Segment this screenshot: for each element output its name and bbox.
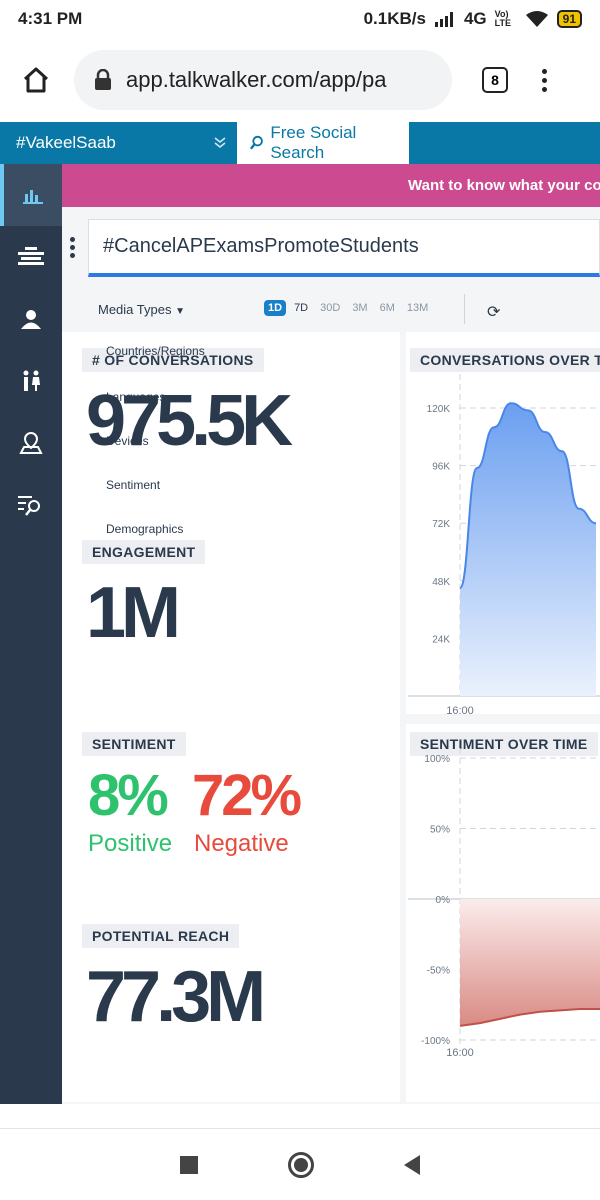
range-6m[interactable]: 6M (379, 302, 395, 314)
range-13m[interactable]: 13M (406, 302, 429, 314)
sentiment-chart: 100% 50% 0% -50% -100%16:00 (408, 748, 600, 1059)
filter-row: Media Types ▼ 1D 7D 30D 3M 6M 13M ⟳ (62, 292, 600, 328)
sent-line (459, 1007, 600, 1027)
free-search-label: Free Social Search (270, 123, 357, 162)
back-button[interactable] (404, 1154, 420, 1175)
project-name: #VakeelSaab (16, 133, 116, 152)
reach-value: 77.3M (86, 957, 266, 1037)
menu-item-sentiment[interactable]: Sentiment (106, 478, 161, 492)
volte-badge: Vo) LTE (494, 9, 511, 28)
conv-x-tick-label: 16:00 (446, 705, 474, 714)
menu-item-devices[interactable]: Devices (106, 434, 149, 448)
time-range-selector: 1D 7D 30D 3M 6M 13M (264, 300, 432, 316)
sentiment-chart-panel: SENTIMENT OVER TIME 100% 50% 0% -50% -100% 16… (406, 724, 600, 1102)
sent-y-tick-label: -50% (427, 966, 450, 977)
battery-icon: 91 (556, 10, 582, 28)
media-types-label: Media Types (98, 302, 172, 317)
demographics-icon (23, 370, 40, 391)
query-options-icon[interactable] (70, 237, 75, 258)
home-icon (23, 67, 49, 93)
sidebar-item-stream[interactable] (0, 226, 62, 288)
conversations-chart-title: CONVERSATIONS OVER TI (410, 348, 600, 372)
system-nav-bar (0, 1128, 600, 1200)
sidebar-item-analytics[interactable] (0, 164, 62, 226)
status-time: 4:31 PM (18, 9, 83, 28)
double-chevron-down-icon (214, 137, 226, 149)
network-speed: 0.1KB/s (363, 9, 426, 28)
sent-x-tick-label: 16:00 (446, 1047, 474, 1059)
wifi-icon (525, 11, 548, 27)
refresh-icon[interactable]: ⟳ (487, 304, 501, 321)
media-types-dropdown[interactable]: Media Types ▼ (98, 302, 185, 317)
conv-y-tick-label: 120K (427, 404, 451, 415)
bar-chart-icon (23, 190, 43, 204)
range-1d[interactable]: 1D (264, 300, 287, 316)
more-vert-icon[interactable] (542, 68, 547, 92)
sent-area (460, 899, 600, 1026)
range-3m[interactable]: 3M (352, 302, 368, 314)
sent-y-tick-label: -100% (421, 1036, 450, 1047)
tab-switcher-button[interactable]: 8 (482, 67, 508, 93)
menu-item-languages[interactable]: Languages (106, 390, 166, 404)
browser-toolbar: app.talkwalker.com/app/pa 8 (0, 38, 600, 122)
sidebar-item-demographics[interactable] (0, 350, 62, 412)
menu-item-countries[interactable]: Countries/Regions (106, 344, 205, 358)
status-bar: 4:31 PM 0.1KB/s 4G Vo) LTE 91 (0, 0, 600, 38)
conv-y-tick-label: 96K (432, 462, 450, 473)
range-30d[interactable]: 30D (320, 302, 341, 314)
conv-y-tick-label: 48K (432, 577, 450, 588)
stream-icon (18, 247, 44, 265)
location-icon (19, 431, 43, 454)
home-nav-button[interactable] (288, 1151, 314, 1178)
network-type: 4G (463, 9, 487, 28)
menu-item-demographics[interactable]: Demographics (106, 522, 184, 536)
recents-button[interactable] (180, 1155, 198, 1174)
reach-label: POTENTIAL REACH (82, 924, 240, 948)
caret-down-icon: ▼ (175, 306, 185, 317)
negative-value: 72% (192, 763, 302, 828)
signal-icon (434, 12, 453, 27)
sentiment-chart-title: SENTIMENT OVER TIME (410, 732, 598, 756)
positive-value: 8% (88, 763, 169, 828)
influencer-icon (21, 310, 41, 329)
free-social-search-tab[interactable]: Free Social Search (237, 122, 409, 164)
sidebar (0, 164, 62, 1104)
search-list-icon (18, 496, 40, 516)
conversations-chart-panel: CONVERSATIONS OVER TI 120K 96K 72K 48K 24K 16… (406, 332, 600, 714)
range-7d[interactable]: 7D (294, 302, 309, 314)
conv-y-tick-label: 24K (432, 634, 450, 645)
lock-icon (95, 69, 111, 90)
metrics-panel: # OF CONVERSATIONS 975.5K ENGAGEMENT 1M … (62, 332, 400, 1102)
conversations-chart: 120K 96K 72K 48K 24K 16:00 (408, 374, 600, 714)
query-row: #CancelAPExamsPromoteStudents (62, 207, 600, 287)
search-icon (249, 135, 263, 150)
sent-y-tick-label: 0% (436, 895, 451, 906)
positive-label: Positive (88, 830, 173, 857)
main-content: Want to know what your com #CancelAPExam… (62, 164, 600, 1104)
conv-line (459, 402, 597, 589)
sent-y-tick-label: 50% (430, 825, 450, 836)
conv-y-tick-label: 72K (432, 519, 450, 530)
engagement-value: 1M (86, 573, 181, 653)
query-input[interactable]: #CancelAPExamsPromoteStudents (88, 219, 600, 277)
address-bar[interactable]: app.talkwalker.com/app/pa (74, 50, 452, 110)
engagement-label: ENGAGEMENT (82, 540, 206, 564)
negative-label: Negative (194, 830, 289, 857)
app-header: #VakeelSaab Free Social Search (0, 122, 600, 164)
conv-area (460, 403, 596, 696)
project-selector[interactable]: #VakeelSaab (0, 122, 237, 164)
conversations-value: 975.5K (86, 381, 293, 461)
url-text: app.talkwalker.com/app/pa (126, 67, 387, 92)
sent-y-tick-label: 100% (424, 754, 450, 765)
conversations-label: # OF CONVERSATIONS (82, 348, 264, 372)
home-button[interactable] (14, 58, 58, 102)
sidebar-item-influencers[interactable] (0, 288, 62, 350)
sidebar-item-locations[interactable] (0, 412, 62, 474)
filter-divider (464, 294, 465, 324)
sentiment-label: SENTIMENT (82, 732, 186, 756)
promo-banner[interactable]: Want to know what your com (62, 164, 600, 207)
sidebar-item-search-results[interactable] (0, 474, 62, 536)
status-indicators: 0.1KB/s 4G Vo) LTE 91 (364, 9, 582, 29)
